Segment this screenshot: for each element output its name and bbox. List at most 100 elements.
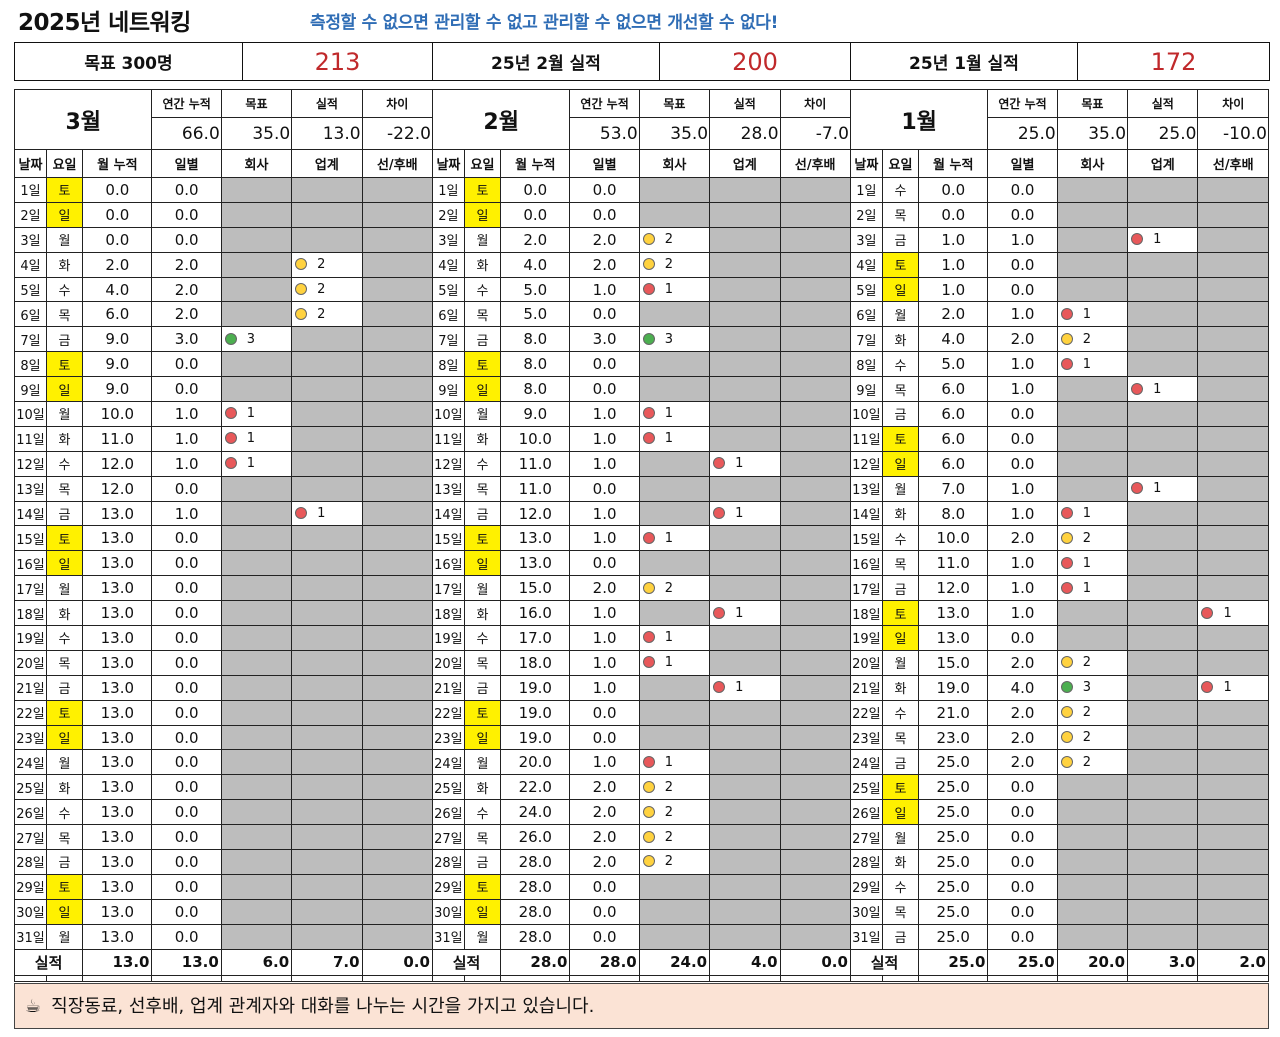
status-dot-icon [642, 755, 655, 768]
total-value: 13.0 [82, 948, 153, 976]
date-cell: 12일 [14, 450, 47, 477]
column-header: 날짜 [14, 149, 47, 178]
date-cell: 3일 [849, 226, 883, 253]
weekday-cell: 일 [463, 724, 502, 751]
date-cell: 14일 [14, 500, 47, 527]
monthly-cumulative-cell: 13.0 [82, 600, 153, 627]
senior-junior-cell-empty [1197, 276, 1269, 303]
weekday-cell: 화 [45, 251, 84, 278]
summary-value-jan: 172 [1077, 42, 1270, 81]
date-cell: 28일 [14, 849, 47, 875]
weekday-cell: 금 [463, 326, 502, 353]
daily-count-cell: 1.0 [569, 674, 640, 701]
date-cell: 20일 [849, 649, 883, 676]
industry-cell-empty [1127, 824, 1199, 851]
industry-cell-empty [291, 625, 363, 651]
status-dot-icon [1060, 706, 1073, 719]
weekday-cell: 일 [45, 201, 84, 228]
totals-row: 실적 13.0 13.0 6.0 7.0 0.0 실적 28.0 28.0 24.0 4.0 0.0 실… [13, 948, 1269, 976]
company-cell-empty [638, 450, 711, 477]
weekday-cell: 일 [463, 376, 502, 403]
monthly-cumulative-cell: 15.0 [500, 575, 571, 602]
company-cell-empty [638, 301, 711, 328]
company-cell-empty [1056, 251, 1129, 278]
weekday-cell: 토 [881, 774, 920, 801]
company-cell: 1 [638, 276, 711, 303]
industry-cell-empty [709, 276, 781, 303]
table-row: 31일 월 13.0 0.0 31일 월 28.0 0.0 31일 금 25.0 0.0 [14, 923, 1269, 950]
monthly-cumulative-cell: 13.0 [82, 500, 153, 527]
company-cell-empty [638, 724, 711, 751]
status-dot-icon [295, 507, 308, 520]
date-cell: 13일 [431, 475, 465, 502]
company-cell-empty [220, 251, 293, 278]
industry-cell-empty [709, 575, 781, 602]
date-cell: 10일 [849, 401, 883, 427]
monthly-cumulative-cell: 16.0 [500, 600, 571, 627]
weekday-cell: 금 [463, 500, 502, 527]
senior-junior-cell-empty [361, 326, 433, 353]
table-row: 23일 일 13.0 0.0 23일 일 19.0 0.0 23일 목 23.0 2.0 2 [14, 724, 1269, 751]
date-cell: 6일 [431, 301, 465, 328]
industry-cell: 1 [709, 600, 781, 627]
status-dot-icon [1201, 606, 1214, 619]
weekday-cell: 수 [463, 450, 502, 477]
senior-junior-cell-empty [361, 824, 433, 851]
monthly-cumulative-cell: 13.0 [500, 550, 571, 577]
monthly-cumulative-cell: 28.0 [500, 923, 571, 950]
date-cell: 20일 [431, 649, 465, 676]
date-cell: 22일 [14, 699, 47, 726]
daily-count-cell: 0.0 [569, 351, 640, 378]
industry-cell-empty [709, 849, 781, 875]
senior-junior-cell-empty [779, 226, 851, 253]
industry-cell-empty [1127, 550, 1199, 577]
weekday-cell: 월 [45, 749, 84, 776]
weekday-cell: 월 [881, 649, 920, 676]
company-cell-empty [638, 898, 711, 925]
weekday-cell: 월 [45, 226, 84, 253]
weekday-cell: 토 [463, 177, 502, 203]
monthly-cumulative-cell: 25.0 [918, 849, 989, 875]
senior-junior-cell-empty [1197, 550, 1269, 577]
date-cell: 16일 [431, 550, 465, 577]
spacer-cell [638, 974, 711, 982]
senior-junior-cell-empty [779, 326, 851, 353]
weekday-cell: 목 [463, 649, 502, 676]
column-header: 회사 [1056, 149, 1129, 178]
summary-value-feb: 200 [659, 42, 851, 81]
senior-junior-cell-empty [1197, 873, 1269, 900]
weekday-cell: 화 [45, 425, 84, 452]
weekday-cell: 목 [463, 824, 502, 851]
company-cell-empty [638, 600, 711, 627]
contact-count: 2 [1082, 705, 1091, 721]
senior-junior-cell-empty [779, 849, 851, 875]
spacer-cell [987, 974, 1058, 982]
industry-cell-empty [709, 625, 781, 651]
date-cell: 21일 [849, 674, 883, 701]
weekday-cell: 수 [45, 625, 84, 651]
weekday-cell: 일 [881, 625, 920, 651]
daily-count-cell: 0.0 [569, 177, 640, 203]
weekday-cell: 금 [45, 500, 84, 527]
senior-junior-cell-empty [779, 201, 851, 228]
industry-cell-empty [291, 376, 363, 403]
contact-count: 2 [664, 779, 674, 795]
weekday-cell: 수 [881, 351, 920, 378]
industry-cell-empty [291, 550, 363, 577]
industry-cell-empty [291, 774, 363, 801]
weekday-cell: 토 [463, 525, 502, 552]
total-value: 2.0 [1197, 948, 1269, 976]
date-cell: 26일 [431, 799, 465, 826]
senior-junior-cell-empty [1197, 898, 1269, 925]
contact-count: 1 [1082, 506, 1091, 522]
monthly-cumulative-cell: 13.0 [82, 525, 153, 552]
date-cell: 4일 [431, 251, 465, 278]
senior-junior-cell-empty [361, 226, 433, 253]
date-cell: 24일 [14, 749, 47, 776]
company-cell: 2 [638, 575, 711, 602]
senior-junior-cell-empty [361, 600, 433, 627]
company-cell-empty [220, 550, 293, 577]
monthly-cumulative-cell: 6.0 [918, 401, 989, 427]
note-banner: ☕ 직장동료, 선후배, 업계 관계자와 대화를 나누는 시간을 가지고 있습니다… [14, 983, 1269, 1029]
monthly-cumulative-cell: 0.0 [82, 177, 153, 203]
